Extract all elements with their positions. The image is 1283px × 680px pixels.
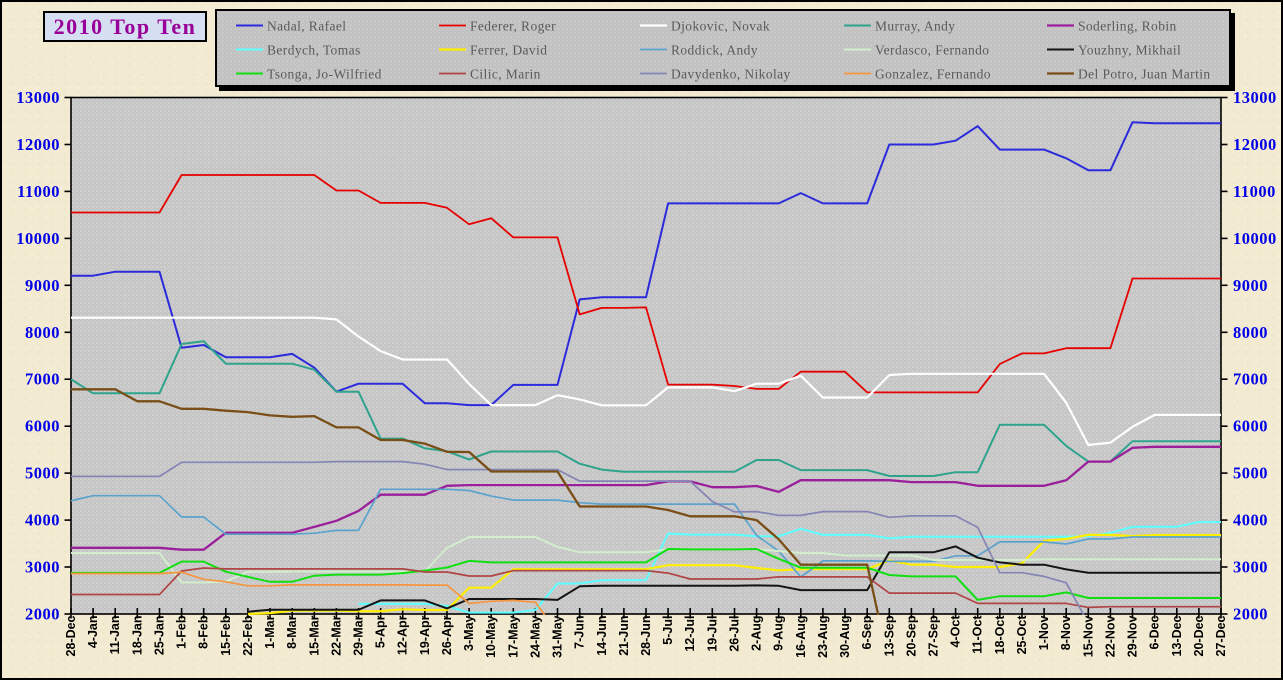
svg-text:12-Apr: 12-Apr [396,615,410,655]
svg-text:7000: 7000 [1233,370,1268,389]
svg-text:13000: 13000 [1233,88,1277,107]
svg-text:5000: 5000 [1233,464,1268,483]
svg-text:28-Jun: 28-Jun [639,616,653,656]
svg-text:Murray, Andy: Murray, Andy [875,18,955,33]
svg-text:Tsonga, Jo-Wilfried: Tsonga, Jo-Wilfried [267,66,382,81]
svg-text:28-Dec: 28-Dec [64,615,78,656]
svg-text:13000: 13000 [16,88,60,107]
svg-text:1-Feb: 1-Feb [175,615,189,649]
svg-text:27-Dec: 27-Dec [1214,615,1228,656]
svg-text:Gonzalez, Fernando: Gonzalez, Fernando [875,66,991,81]
svg-text:22-Mar: 22-Mar [329,615,343,655]
svg-text:1-Mar: 1-Mar [263,615,277,648]
svg-text:8-Mar: 8-Mar [285,615,299,648]
svg-text:9000: 9000 [1233,276,1268,295]
svg-text:11000: 11000 [1233,182,1276,201]
svg-text:2-Aug: 2-Aug [750,616,764,651]
svg-text:10000: 10000 [16,229,60,248]
svg-text:9-Aug: 9-Aug [772,616,786,651]
svg-text:4-Jan: 4-Jan [86,616,100,649]
svg-text:Berdych, Tomas: Berdych, Tomas [267,42,361,57]
svg-text:20-Dec: 20-Dec [1192,615,1206,656]
svg-text:19-Jul: 19-Jul [705,616,719,652]
svg-text:5000: 5000 [25,464,60,483]
svg-text:13-Dec: 13-Dec [1170,615,1184,656]
svg-text:6000: 6000 [1233,417,1268,436]
svg-text:10-May: 10-May [484,615,498,657]
svg-text:8000: 8000 [1233,323,1268,342]
svg-text:26-Jul: 26-Jul [728,616,742,652]
svg-text:Verdasco, Fernando: Verdasco, Fernando [875,42,989,57]
svg-text:6-Dec: 6-Dec [1148,615,1162,649]
svg-text:8-Nov: 8-Nov [1059,615,1073,650]
svg-text:22-Feb: 22-Feb [241,615,255,656]
svg-text:21-Jun: 21-Jun [617,616,631,656]
svg-text:16-Aug: 16-Aug [794,616,808,658]
svg-text:5-Jul: 5-Jul [661,616,675,645]
svg-text:15-Mar: 15-Mar [307,615,321,655]
svg-text:25-Jan: 25-Jan [153,616,167,656]
svg-text:4-Oct: 4-Oct [949,615,963,648]
svg-text:12000: 12000 [1233,135,1277,154]
svg-text:11-Jan: 11-Jan [108,616,122,655]
svg-text:7-Jun: 7-Jun [573,616,587,649]
svg-text:Davydenko, Nikolay: Davydenko, Nikolay [671,66,791,81]
svg-text:4000: 4000 [1233,511,1268,530]
svg-text:5-Apr: 5-Apr [374,615,388,648]
svg-text:17-May: 17-May [506,615,520,657]
svg-text:4000: 4000 [25,511,60,530]
svg-text:3000: 3000 [1233,558,1268,577]
svg-text:9000: 9000 [25,276,60,295]
svg-text:Roddick, Andy: Roddick, Andy [671,42,758,57]
svg-text:11-Oct: 11-Oct [971,615,985,654]
svg-text:12-Jul: 12-Jul [683,616,697,652]
svg-text:14-Jun: 14-Jun [595,616,609,656]
svg-text:Djokovic, Novak: Djokovic, Novak [671,18,770,33]
svg-text:23-Aug: 23-Aug [816,616,830,658]
svg-text:8-Feb: 8-Feb [197,615,211,649]
svg-text:6000: 6000 [25,417,60,436]
svg-text:29-Mar: 29-Mar [352,615,366,655]
svg-text:6-Sep: 6-Sep [860,615,874,649]
svg-text:Soderling, Robin: Soderling, Robin [1078,18,1177,33]
svg-text:24-May: 24-May [528,615,542,657]
svg-text:20-Sep: 20-Sep [904,615,918,656]
svg-text:1-Nov: 1-Nov [1037,615,1051,650]
svg-text:12000: 12000 [16,135,60,154]
svg-text:Youzhny, Mikhail: Youzhny, Mikhail [1078,42,1181,57]
svg-text:3000: 3000 [25,558,60,577]
svg-text:Del Potro, Juan Martin: Del Potro, Juan Martin [1078,66,1211,81]
svg-text:18-Jan: 18-Jan [130,616,144,656]
svg-text:7000: 7000 [25,370,60,389]
svg-text:10000: 10000 [1233,229,1277,248]
svg-text:26-Apr: 26-Apr [440,615,454,655]
svg-text:Ferrer, David: Ferrer, David [470,42,547,57]
svg-text:Federer, Roger: Federer, Roger [470,18,556,33]
svg-text:31-May: 31-May [551,615,565,657]
svg-text:30-Aug: 30-Aug [838,616,852,658]
svg-text:18-Oct: 18-Oct [993,615,1007,655]
svg-text:25-Oct: 25-Oct [1015,615,1029,655]
svg-text:19-Apr: 19-Apr [418,615,432,655]
svg-text:Cilic, Marin: Cilic, Marin [470,66,541,81]
svg-text:22-Nov: 22-Nov [1103,615,1117,657]
svg-text:2000: 2000 [1233,605,1268,624]
svg-text:11000: 11000 [17,182,60,201]
svg-text:27-Sep: 27-Sep [927,615,941,656]
svg-text:3-May: 3-May [462,615,476,650]
svg-text:15-Nov: 15-Nov [1081,615,1095,657]
svg-text:Nadal, Rafael: Nadal, Rafael [267,18,346,33]
svg-text:8000: 8000 [25,323,60,342]
svg-text:15-Feb: 15-Feb [219,615,233,656]
svg-text:2000: 2000 [25,605,60,624]
svg-text:29-Nov: 29-Nov [1126,615,1140,657]
svg-text:13-Sep: 13-Sep [882,615,896,656]
